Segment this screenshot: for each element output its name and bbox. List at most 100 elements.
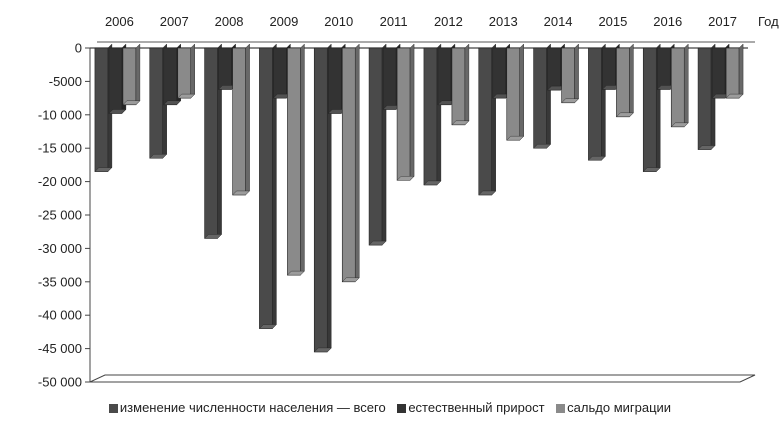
bar-face (287, 47, 301, 276)
bar-side (135, 43, 141, 106)
bar-face (149, 47, 164, 159)
bar-cap (642, 167, 661, 172)
bar (313, 43, 332, 353)
bar-cap (561, 98, 580, 103)
bar-side (409, 43, 415, 181)
legend-label-natural: естественный прирост (408, 400, 545, 415)
bar-side (684, 43, 689, 128)
bar-face (711, 47, 726, 99)
y-tick-label: -45 000 (38, 341, 82, 356)
bar-cap (286, 270, 305, 276)
x-tick-label: 2013 (489, 14, 518, 29)
bar-cap (423, 180, 442, 186)
bar-cap (670, 122, 689, 128)
x-tick-label: 2017 (708, 14, 737, 29)
x-axis-title: Год (758, 14, 779, 29)
bar (451, 43, 470, 126)
legend-label-migration: сальдо миграции (567, 400, 672, 415)
bar-face (561, 47, 575, 104)
bar-face (656, 47, 671, 90)
bar-side (245, 43, 250, 196)
bar-side (629, 43, 634, 118)
bar-cap (587, 156, 606, 161)
bar-side (574, 43, 579, 104)
legend-swatch-natural (397, 404, 407, 413)
y-tick-label: -5000 (49, 74, 82, 89)
bar-face (725, 47, 740, 99)
bar-face (327, 47, 342, 114)
x-tick-label: 2011 (380, 14, 408, 29)
bar-face (492, 47, 507, 99)
y-tick-label: -35 000 (38, 274, 82, 289)
bar-face (437, 47, 452, 106)
x-tick-label: 2009 (269, 14, 298, 29)
bar (122, 43, 141, 106)
bar (341, 43, 360, 283)
bar-face (423, 47, 438, 186)
bar-face (642, 47, 657, 172)
bar-side (519, 43, 524, 141)
bar (587, 43, 606, 161)
bar-side (738, 43, 744, 99)
bar (423, 43, 442, 186)
bar-cap (478, 190, 497, 196)
legend-label-total: изменение численности населения — всего (119, 400, 386, 415)
bar (561, 43, 580, 104)
x-axis: 2006 2007 2008 2009 2010 2011 2012 2013 2014 2015… (105, 14, 779, 29)
bar-face (313, 47, 328, 353)
bar-cap (313, 347, 332, 353)
bar (286, 43, 305, 276)
bar (258, 43, 277, 330)
x-tick-label: 2010 (324, 14, 353, 29)
bar-side (190, 43, 195, 99)
bar-face (232, 47, 246, 196)
bar-face (506, 47, 521, 141)
bar-face (533, 47, 547, 149)
x-tick-label: 2015 (598, 14, 627, 29)
legend-item-migration: сальдо миграции (556, 400, 671, 415)
legend-item-total: изменение численности населения — всего (108, 400, 386, 415)
bar-face (177, 47, 192, 99)
legend-swatch-total (108, 404, 118, 413)
bar-cap (94, 167, 113, 172)
bar (177, 43, 196, 99)
bar-cap (615, 112, 634, 118)
bar-face (547, 47, 561, 91)
bar (725, 43, 744, 99)
bars (94, 43, 744, 353)
x-tick-label: 2007 (160, 14, 189, 29)
bar-face (163, 47, 178, 106)
bar-cap (506, 135, 525, 141)
bar-face (218, 47, 232, 90)
bar-face (341, 47, 356, 283)
bar-face (368, 47, 383, 246)
x-tick-label: 2008 (215, 14, 244, 29)
bar-side (464, 43, 470, 126)
bar-cap (258, 324, 277, 329)
x-tick-label: 2006 (105, 14, 134, 29)
bar-cap (204, 234, 223, 239)
bar-cap (533, 143, 552, 149)
x-tick-label: 2012 (434, 14, 463, 29)
bar-face (273, 47, 287, 99)
bar (506, 43, 525, 141)
y-tick-label: -40 000 (38, 308, 82, 323)
bar-side (355, 43, 360, 283)
y-axis: 0 -5000 -10 000 -15 000 -20 000 -25 000 -30 00… (38, 41, 91, 390)
bar-face (602, 47, 616, 90)
legend-item-natural: естественный прирост (397, 400, 545, 415)
bar-cap (451, 120, 470, 126)
bar-face (670, 47, 685, 128)
bar (670, 43, 689, 128)
bar-face (108, 47, 123, 114)
bar-cap (725, 93, 744, 99)
bar-cap (122, 100, 141, 105)
legend-swatch-migration (556, 404, 566, 413)
bar-cap (163, 100, 182, 105)
bar-cap (108, 109, 127, 114)
bar-cap (149, 154, 168, 159)
bar-face (396, 47, 411, 181)
y-tick-label: -25 000 (38, 208, 82, 223)
y-tick-label: -20 000 (38, 174, 82, 189)
